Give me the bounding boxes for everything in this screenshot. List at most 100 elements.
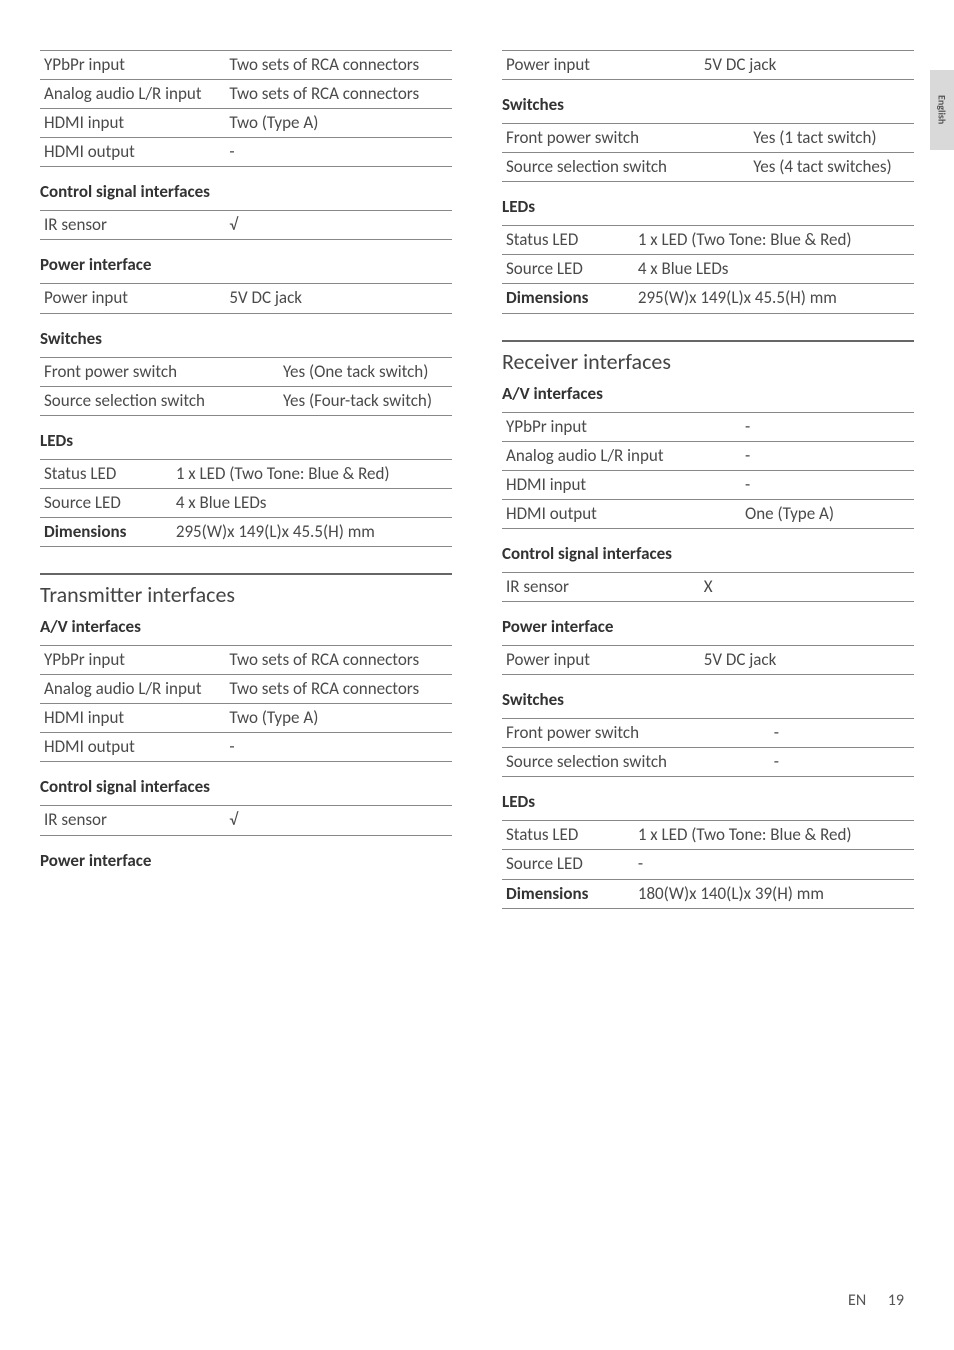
language-tab: English bbox=[930, 70, 954, 150]
tx-av-heading: A/V interfaces bbox=[40, 616, 452, 637]
cell: Source selection switch bbox=[502, 153, 749, 182]
leds-table: Status LED1 x LED (Two Tone: Blue & Red)… bbox=[40, 459, 452, 547]
cell: Power input bbox=[502, 646, 700, 675]
cell: Front power switch bbox=[40, 357, 279, 386]
cell: Source LED bbox=[502, 255, 634, 284]
power-row-table: Power input5V DC jack bbox=[502, 50, 914, 80]
cell: Two (Type A) bbox=[225, 109, 452, 138]
cell: - bbox=[225, 138, 452, 167]
cell: Dimensions bbox=[40, 517, 172, 546]
cell: 295(W)x 149(L)x 45.5(H) mm bbox=[634, 284, 914, 313]
cell: HDMI output bbox=[40, 733, 225, 762]
cell: 1 x LED (Two Tone: Blue & Red) bbox=[634, 821, 914, 850]
cell: IR sensor bbox=[40, 806, 225, 835]
cell: YPbPr input bbox=[502, 412, 741, 441]
cell: HDMI output bbox=[40, 138, 225, 167]
rx-switches-table: Front power switch- Source selection swi… bbox=[502, 718, 914, 777]
rx-leds-table: Status LED1 x LED (Two Tone: Blue & Red)… bbox=[502, 820, 914, 908]
cell: HDMI input bbox=[40, 109, 225, 138]
tx-av-table: YPbPr inputTwo sets of RCA connectors An… bbox=[40, 645, 452, 762]
rx-control-table: IR sensorX bbox=[502, 572, 914, 602]
cell: Source LED bbox=[502, 850, 634, 879]
cell: X bbox=[700, 572, 914, 601]
cell: One (Type A) bbox=[741, 499, 914, 528]
left-column: YPbPr inputTwo sets of RCA connectors An… bbox=[40, 50, 452, 923]
cell: Two (Type A) bbox=[225, 704, 452, 733]
cell: Power input bbox=[40, 284, 225, 313]
r-switches-table: Front power switchYes (1 tact switch) So… bbox=[502, 123, 914, 182]
cell: Source selection switch bbox=[502, 748, 770, 777]
receiver-heading: Receiver interfaces bbox=[502, 340, 914, 375]
cell: √ bbox=[225, 806, 452, 835]
footer-page: 19 bbox=[888, 1291, 904, 1310]
cell: Analog audio L/R input bbox=[40, 80, 225, 109]
rx-power-table: Power input5V DC jack bbox=[502, 645, 914, 675]
leds-heading: LEDs bbox=[40, 430, 452, 451]
cell: YPbPr input bbox=[40, 646, 225, 675]
rx-av-heading: A/V interfaces bbox=[502, 383, 914, 404]
cell: 295(W)x 149(L)x 45.5(H) mm bbox=[172, 517, 452, 546]
cell: - bbox=[770, 719, 914, 748]
r-switches-heading: Switches bbox=[502, 94, 914, 115]
cell: HDMI output bbox=[502, 499, 741, 528]
cell: - bbox=[741, 412, 914, 441]
cell: 5V DC jack bbox=[225, 284, 452, 313]
rx-av-table: YPbPr input- Analog audio L/R input- HDM… bbox=[502, 412, 914, 529]
cell: 4 x Blue LEDs bbox=[634, 255, 914, 284]
cell: 180(W)x 140(L)x 39(H) mm bbox=[634, 879, 914, 908]
cell: Analog audio L/R input bbox=[502, 441, 741, 470]
cell: Source LED bbox=[40, 488, 172, 517]
cell: 5V DC jack bbox=[700, 51, 914, 80]
cell: Yes (4 tact switches) bbox=[749, 153, 914, 182]
cell: HDMI input bbox=[40, 704, 225, 733]
control-heading: Control signal interfaces bbox=[40, 181, 452, 202]
cell: Two sets of RCA connectors bbox=[225, 646, 452, 675]
av-table: YPbPr inputTwo sets of RCA connectors An… bbox=[40, 50, 452, 167]
cell: Two sets of RCA connectors bbox=[225, 675, 452, 704]
switches-heading: Switches bbox=[40, 328, 452, 349]
cell: - bbox=[634, 850, 914, 879]
tx-control-table: IR sensor√ bbox=[40, 805, 452, 835]
cell: √ bbox=[225, 211, 452, 240]
cell: Two sets of RCA connectors bbox=[225, 80, 452, 109]
power-table: Power input5V DC jack bbox=[40, 283, 452, 313]
cell: HDMI input bbox=[502, 470, 741, 499]
cell: 1 x LED (Two Tone: Blue & Red) bbox=[172, 459, 452, 488]
r-leds-heading: LEDs bbox=[502, 196, 914, 217]
transmitter-heading: Transmitter interfaces bbox=[40, 573, 452, 608]
cell: IR sensor bbox=[40, 211, 225, 240]
cell: Yes (1 tact switch) bbox=[749, 124, 914, 153]
rx-power-heading: Power interface bbox=[502, 616, 914, 637]
cell: - bbox=[741, 470, 914, 499]
cell: Status LED bbox=[502, 226, 634, 255]
rx-control-heading: Control signal interfaces bbox=[502, 543, 914, 564]
cell: Source selection switch bbox=[40, 386, 279, 415]
cell: IR sensor bbox=[502, 572, 700, 601]
cell: Front power switch bbox=[502, 719, 770, 748]
r-leds-table: Status LED1 x LED (Two Tone: Blue & Red)… bbox=[502, 225, 914, 313]
footer-lang: EN bbox=[848, 1291, 866, 1310]
cell: Power input bbox=[502, 51, 700, 80]
cell: Two sets of RCA connectors bbox=[225, 51, 452, 80]
cell: 5V DC jack bbox=[700, 646, 914, 675]
cell: YPbPr input bbox=[40, 51, 225, 80]
rx-switches-heading: Switches bbox=[502, 689, 914, 710]
cell: 4 x Blue LEDs bbox=[172, 488, 452, 517]
tx-power-heading: Power interface bbox=[40, 850, 452, 871]
page-footer: EN 19 bbox=[848, 1291, 904, 1310]
cell: Analog audio L/R input bbox=[40, 675, 225, 704]
cell: - bbox=[225, 733, 452, 762]
control-table: IR sensor√ bbox=[40, 210, 452, 240]
cell: 1 x LED (Two Tone: Blue & Red) bbox=[634, 226, 914, 255]
power-heading: Power interface bbox=[40, 254, 452, 275]
cell: - bbox=[741, 441, 914, 470]
cell: Yes (Four-tack switch) bbox=[279, 386, 452, 415]
right-column: Power input5V DC jack Switches Front pow… bbox=[502, 50, 914, 923]
cell: Front power switch bbox=[502, 124, 749, 153]
cell: - bbox=[770, 748, 914, 777]
switches-table: Front power switchYes (One tack switch) … bbox=[40, 357, 452, 416]
cell: Yes (One tack switch) bbox=[279, 357, 452, 386]
cell: Dimensions bbox=[502, 879, 634, 908]
tx-control-heading: Control signal interfaces bbox=[40, 776, 452, 797]
cell: Status LED bbox=[502, 821, 634, 850]
